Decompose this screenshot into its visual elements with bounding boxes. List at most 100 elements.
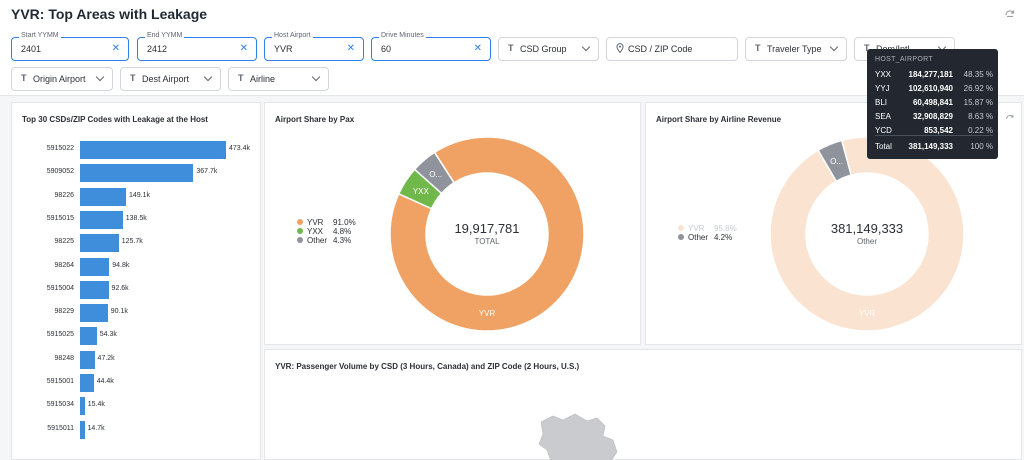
bar[interactable] [80, 141, 226, 159]
close-icon[interactable]: ✕ [473, 43, 482, 54]
start-yymm-label: Start YYMM [19, 32, 61, 39]
tooltip-value: 853,542 [924, 126, 953, 135]
dashboard-header: YVR: Top Areas with Leakage [0, 0, 1024, 30]
bar[interactable] [80, 420, 85, 439]
bar-row[interactable]: 5915004 92.6k [12, 280, 262, 299]
legend-pct: 91.0% [333, 218, 356, 227]
bar-row[interactable]: 5915001 44.4k [12, 374, 262, 392]
chevron-down-icon[interactable] [311, 72, 321, 82]
tooltip-row: SEA 32,908,829 8.63 % [875, 112, 993, 124]
bar[interactable] [80, 374, 94, 392]
bar[interactable] [80, 304, 108, 323]
legend-name: YXX [307, 227, 324, 236]
drive-minutes-value[interactable]: 60 [381, 44, 392, 54]
legend-pct: 4.2% [714, 233, 733, 242]
chevron-down-icon[interactable] [95, 72, 105, 82]
legend-pct: 4.8% [333, 227, 352, 236]
legend-pct: 4.3% [333, 236, 352, 245]
tooltip-divider [875, 135, 993, 136]
pax-total-label: TOTAL [474, 237, 500, 246]
bar-row[interactable]: 5915025 54.3k [12, 327, 262, 346]
bar[interactable] [80, 397, 85, 416]
bar-category-label: 5915034 [46, 401, 74, 409]
tooltip-pct: 26.92 % [963, 84, 993, 93]
legend-item[interactable]: Other 4.2% [678, 233, 758, 242]
end-yymm-value[interactable]: 2412 [147, 44, 168, 54]
bar[interactable] [80, 280, 109, 299]
legend-item[interactable]: YXX 4.8% [297, 227, 377, 236]
bar-row[interactable]: 98229 90.1k [12, 304, 262, 323]
bar-row[interactable]: 5915022 473.4k [12, 141, 262, 159]
drive-minutes-label: Drive Minutes [379, 32, 426, 39]
start-yymm-value[interactable]: 2401 [21, 44, 42, 54]
bar-category-label: 98225 [54, 238, 74, 246]
tooltip-code: BLI [875, 98, 888, 107]
tooltip-row: BLI 60,498,841 15.87 % [875, 98, 993, 110]
bar-row[interactable]: 98225 125.7k [12, 234, 262, 253]
bar-row[interactable]: 98248 47.2k [12, 350, 262, 369]
donut-slice-other[interactable] [817, 139, 853, 183]
legend-item[interactable]: YVR 95.8% [678, 224, 758, 233]
csd-group-filter[interactable]: T CSD Group [498, 37, 599, 61]
legend-name: Other [688, 233, 709, 242]
donut-slice-label: YVR [479, 309, 496, 318]
chevron-down-icon[interactable] [581, 42, 591, 52]
close-icon[interactable]: ✕ [111, 43, 120, 54]
pax-donut-chart: YVR YXX O... [389, 136, 585, 332]
bar-row[interactable]: 5909052 367.7k [12, 164, 262, 183]
bar[interactable] [80, 234, 119, 253]
donut-slice-yvr[interactable] [389, 136, 585, 332]
tooltip-total-pct: 100 % [970, 142, 993, 151]
chevron-down-icon[interactable] [829, 42, 839, 52]
bar[interactable] [80, 187, 126, 206]
bar-value-label: 44.4k [96, 378, 114, 385]
bar[interactable] [80, 164, 194, 183]
close-icon[interactable]: ✕ [239, 43, 248, 54]
tooltip-row: YXX 184,277,181 48.35 % [875, 70, 993, 82]
text-type-icon: T [130, 73, 136, 83]
bar-value-label: 94.8k [112, 261, 130, 269]
legend-item[interactable]: YVR 91.0% [297, 218, 377, 227]
bar-category-label: 5915004 [46, 284, 74, 292]
refresh-icon[interactable] [1004, 8, 1016, 20]
bar-value-label: 47.2k [97, 354, 115, 362]
bar-row[interactable]: 5915034 15.4k [12, 397, 262, 416]
traveler-type-filter[interactable]: T Traveler Type [745, 37, 847, 61]
donut-slice-label: YVR [859, 309, 876, 318]
donut-slice-yvr[interactable] [769, 136, 965, 332]
bar[interactable] [80, 210, 123, 229]
bar[interactable] [80, 350, 95, 369]
bar[interactable] [80, 257, 110, 276]
donut-slice-label: O... [429, 170, 442, 179]
donut-slice-other[interactable] [413, 151, 456, 195]
csd-zip-filter[interactable]: CSD / ZIP Code [606, 37, 738, 61]
donut-slice-label: YXX [413, 187, 430, 196]
bar-row[interactable]: 5915011 14.7k [12, 420, 262, 439]
csd-zip-name: CSD / ZIP Code [628, 44, 693, 54]
refresh-icon[interactable] [1005, 113, 1015, 125]
tooltip-code: YYJ [875, 84, 890, 93]
tooltip-row: YYJ 102,610,940 26.92 % [875, 84, 993, 96]
bar-row[interactable]: 98264 94.8k [12, 257, 262, 276]
airline-filter[interactable]: T Airline [228, 67, 329, 91]
close-icon[interactable]: ✕ [346, 43, 355, 54]
chevron-down-icon[interactable] [203, 72, 213, 82]
bar-value-label: 15.4k [87, 401, 105, 409]
host-airport-value[interactable]: YVR [274, 44, 293, 54]
bar-value-label: 138.5k [125, 214, 147, 222]
bar-row[interactable]: 5915015 138.5k [12, 210, 262, 229]
bar-value-label: 90.1k [110, 308, 128, 316]
origin-airport-filter[interactable]: T Origin Airport [11, 67, 113, 91]
dest-airport-name: Dest Airport [142, 74, 190, 84]
drive-minutes-filter[interactable]: Drive Minutes 60 ✕ [371, 32, 491, 61]
leakage-bar-panel: Top 30 CSDs/ZIP Codes with Leakage at th… [11, 102, 261, 460]
end-yymm-filter[interactable]: End YYMM 2412 ✕ [137, 32, 257, 61]
host-airport-filter[interactable]: Host Airport YVR ✕ [264, 32, 364, 61]
map-canvas[interactable] [265, 350, 1023, 460]
bar[interactable] [80, 327, 97, 346]
bar-row[interactable]: 98226 149.1k [12, 187, 262, 206]
legend-swatch [678, 225, 684, 231]
legend-item[interactable]: Other 4.3% [297, 236, 377, 245]
dest-airport-filter[interactable]: T Dest Airport [120, 67, 221, 91]
start-yymm-filter[interactable]: Start YYMM 2401 ✕ [11, 32, 129, 61]
